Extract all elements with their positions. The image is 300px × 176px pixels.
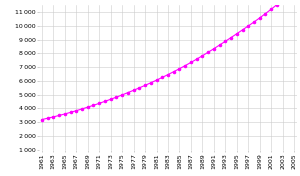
Point <box>280 0 285 1</box>
Point <box>125 91 130 94</box>
Point <box>188 61 193 64</box>
Point <box>137 86 142 89</box>
Point <box>74 109 79 112</box>
Point <box>263 12 268 15</box>
Point <box>40 118 44 121</box>
Point <box>45 117 50 120</box>
Point <box>212 47 216 50</box>
Point <box>68 111 73 114</box>
Point <box>240 29 245 31</box>
Point <box>200 54 205 57</box>
Point <box>246 24 251 27</box>
Point <box>143 84 148 87</box>
Point <box>206 51 211 54</box>
Point <box>171 70 176 73</box>
Point <box>269 8 274 11</box>
Point <box>234 32 239 35</box>
Point <box>217 44 222 46</box>
Point <box>257 17 262 19</box>
Point <box>103 100 107 103</box>
Point <box>154 79 159 81</box>
Point <box>252 21 256 23</box>
Point <box>62 112 67 115</box>
Point <box>160 76 165 79</box>
Point <box>80 108 84 110</box>
Point <box>166 73 170 76</box>
Point <box>183 64 188 67</box>
Point <box>223 40 228 43</box>
Point <box>120 93 124 96</box>
Point <box>108 98 113 101</box>
Point <box>85 106 90 109</box>
Point <box>194 58 199 61</box>
Point <box>91 104 96 107</box>
Point <box>148 81 153 84</box>
Point <box>57 114 62 117</box>
Point <box>114 96 119 99</box>
Point <box>97 102 102 105</box>
Point <box>131 89 136 92</box>
Point <box>229 36 233 39</box>
Point <box>51 115 56 118</box>
Point <box>177 67 182 70</box>
Point <box>274 3 279 6</box>
